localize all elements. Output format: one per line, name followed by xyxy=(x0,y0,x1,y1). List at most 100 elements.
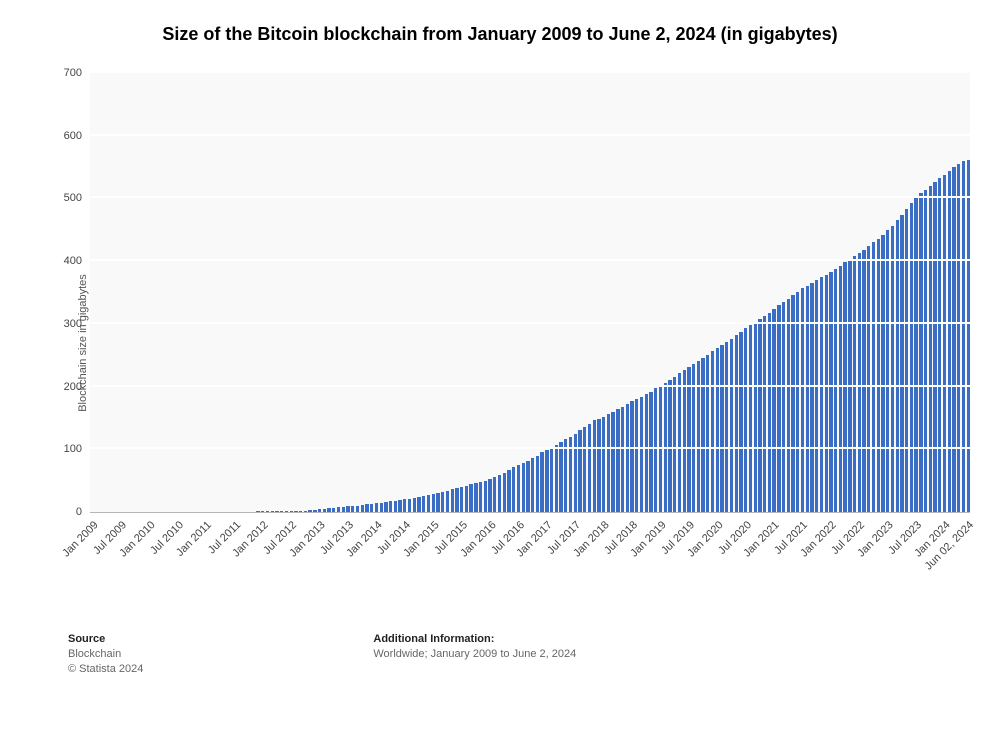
info-text: Worldwide; January 2009 to June 2, 2024 xyxy=(373,647,576,662)
x-axis-labels: Jan 2009Jul 2009Jan 2010Jul 2010Jan 2011… xyxy=(90,513,970,623)
bar xyxy=(602,417,605,512)
bar xyxy=(488,479,491,512)
bar xyxy=(706,355,709,512)
bar xyxy=(886,230,889,512)
bar xyxy=(825,275,828,512)
bar xyxy=(313,510,316,513)
bar xyxy=(896,220,899,512)
bar xyxy=(351,506,354,512)
bar xyxy=(787,299,790,512)
bar xyxy=(943,175,946,512)
bar xyxy=(611,412,614,512)
bar xyxy=(455,488,458,512)
bar xyxy=(782,302,785,512)
x-tick-label: Jan 2009 xyxy=(60,519,100,559)
bar xyxy=(503,473,506,513)
gridline xyxy=(90,385,970,387)
bar xyxy=(881,235,884,512)
bar-slot xyxy=(966,73,971,512)
bar xyxy=(630,401,633,512)
bar xyxy=(578,430,581,512)
bar xyxy=(597,419,600,512)
bar xyxy=(858,253,861,512)
bar xyxy=(806,286,809,512)
bar xyxy=(744,328,747,512)
bar xyxy=(469,484,472,512)
bar xyxy=(640,397,643,512)
bar xyxy=(545,450,548,512)
bar xyxy=(531,458,534,512)
bar xyxy=(754,322,757,512)
bar xyxy=(654,388,657,512)
bar xyxy=(540,452,543,512)
bar xyxy=(280,511,283,512)
bar xyxy=(522,463,525,512)
bar xyxy=(380,503,383,512)
bar xyxy=(323,509,326,512)
copyright-text: © Statista 2024 xyxy=(68,662,143,677)
bar xyxy=(621,407,624,512)
bar xyxy=(346,506,349,512)
y-tick-label: 100 xyxy=(64,443,90,455)
bar xyxy=(957,164,960,512)
bar xyxy=(725,342,728,512)
bar xyxy=(758,319,761,512)
bar xyxy=(413,498,416,512)
gridline xyxy=(90,447,970,449)
bar xyxy=(938,178,941,512)
bar xyxy=(872,242,875,512)
bar xyxy=(361,505,364,512)
bar xyxy=(299,511,302,512)
bar xyxy=(593,420,596,512)
y-tick-label: 700 xyxy=(64,67,90,79)
bar xyxy=(555,445,558,512)
bar xyxy=(730,339,733,512)
bar xyxy=(948,171,951,512)
source-block: Source Blockchain © Statista 2024 xyxy=(68,633,143,678)
bar xyxy=(564,439,567,512)
bar xyxy=(635,399,638,513)
bar xyxy=(914,198,917,512)
bar xyxy=(290,511,293,512)
bar xyxy=(645,394,648,512)
bar xyxy=(843,262,846,512)
bar xyxy=(952,167,955,512)
y-tick-label: 400 xyxy=(64,255,90,267)
bar xyxy=(607,414,610,512)
gridline xyxy=(90,322,970,324)
bar xyxy=(285,511,288,512)
chart-area: Blockchain size in gigabytes 01002003004… xyxy=(20,63,980,623)
bar xyxy=(626,404,629,512)
bar xyxy=(498,475,501,512)
bar xyxy=(791,295,794,512)
bar xyxy=(432,494,435,512)
bar xyxy=(479,482,482,512)
bar xyxy=(493,477,496,512)
bar xyxy=(384,502,387,512)
bar xyxy=(929,186,932,512)
bar xyxy=(919,193,922,512)
chart-title: Size of the Bitcoin blockchain from Janu… xyxy=(20,24,980,45)
bar xyxy=(829,272,832,512)
bar xyxy=(711,351,714,512)
bar xyxy=(739,332,742,512)
plot-area: 0100200300400500600700 xyxy=(90,73,970,513)
bar xyxy=(427,495,430,512)
bar xyxy=(772,309,775,512)
gridline xyxy=(90,196,970,198)
bar xyxy=(877,239,880,512)
bar xyxy=(763,316,766,512)
bar xyxy=(389,501,392,512)
bar xyxy=(701,358,704,512)
bars-group xyxy=(90,73,970,512)
gridline xyxy=(90,134,970,136)
bar xyxy=(924,190,927,512)
bar xyxy=(484,481,487,512)
bar xyxy=(417,497,420,512)
bar xyxy=(337,507,340,512)
bar xyxy=(394,501,397,512)
bar xyxy=(507,470,510,512)
bar xyxy=(375,503,378,512)
y-tick-label: 300 xyxy=(64,318,90,330)
bar xyxy=(697,361,700,512)
